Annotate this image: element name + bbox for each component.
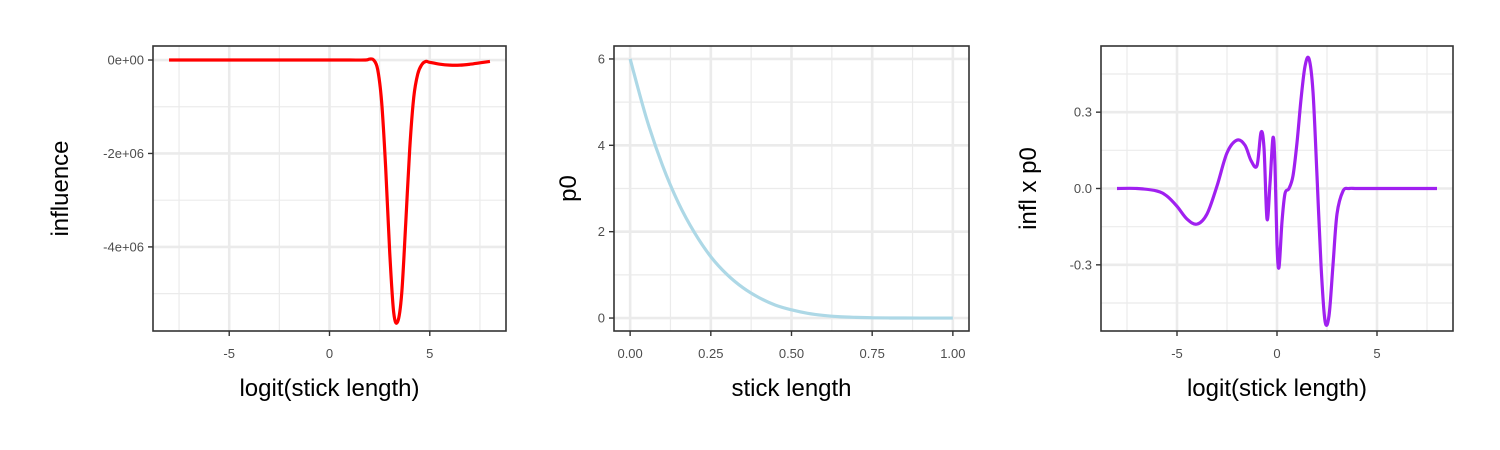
x-axis-title: stick length: [731, 375, 851, 402]
x-tick-label: 0: [326, 346, 333, 361]
x-tick-label: 1.00: [940, 346, 965, 361]
y-axis-title: p0: [555, 175, 582, 202]
series-line: [1116, 55, 1437, 327]
y-tick-label: -4e+06: [103, 239, 144, 254]
series-line: [628, 58, 953, 320]
y-tick-label: 0e+00: [107, 53, 144, 68]
x-tick-label: 0.75: [860, 346, 885, 361]
series-line: [169, 57, 491, 325]
y-axis-title: influence: [47, 140, 74, 236]
infl-x-p0-panel: -5 0 5 0.3 0.0 -0.3 logit(stick length) infl x …: [1015, 45, 1454, 402]
x-tick-label: 0.00: [617, 346, 642, 361]
x-tick-label: 0.50: [779, 346, 804, 361]
x-axis-title: logit(stick length): [239, 375, 419, 402]
x-tick-label: -5: [223, 346, 235, 361]
x-tick-label: 5: [426, 346, 433, 361]
p0-panel: 0.00 0.25 0.50 0.75 1.00 0 2 4 6 stick length p0: [555, 45, 970, 402]
y-axis-title: infl x p0: [1015, 147, 1042, 230]
x-tick-label: 5: [1373, 346, 1380, 361]
y-tick-label: -2e+06: [103, 146, 144, 161]
x-axis-title: logit(stick length): [1187, 375, 1367, 402]
x-tick-label: 0: [1273, 346, 1280, 361]
y-tick-label: 2: [598, 224, 605, 239]
y-tick-label: -0.3: [1070, 257, 1092, 272]
influence-panel: -5 0 5 0e+00 -2e+06 -4e+06 logit(stick length)…: [47, 45, 507, 402]
y-tick-label: 0.0: [1074, 181, 1092, 196]
y-tick-label: 6: [598, 51, 605, 66]
x-tick-label: -5: [1171, 346, 1183, 361]
y-tick-label: 0: [598, 311, 605, 326]
y-tick-label: 0.3: [1074, 105, 1092, 120]
y-tick-label: 4: [598, 138, 605, 153]
x-tick-label: 0.25: [698, 346, 723, 361]
